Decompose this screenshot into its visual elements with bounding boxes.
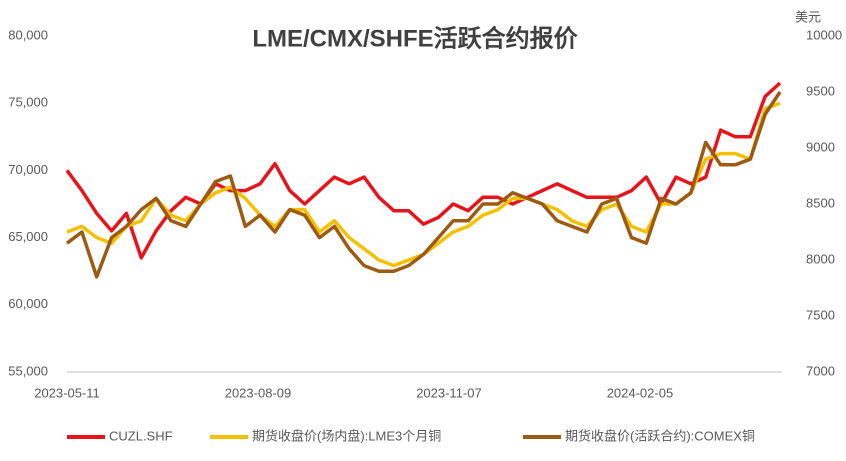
y2-axis-label: 美元: [795, 9, 821, 24]
y-tick-label: 80,000: [8, 27, 48, 42]
series-line: [65, 81, 782, 260]
y2-tick-label: 8500: [806, 195, 835, 210]
y2-tick-label: 7000: [806, 363, 835, 378]
legend-label: 期货收盘价(场内盘):LME3个月铜: [252, 428, 441, 443]
y2-tick-label: 8000: [806, 251, 835, 266]
x-tick-label: 2023-05-11: [34, 385, 100, 400]
y2-tick-label: 10000: [806, 27, 842, 42]
legend-label: 期货收盘价(活跃合约):COMEX铜: [565, 428, 755, 443]
x-tick-label: 2024-02-05: [607, 385, 674, 400]
y-tick-label: 55,000: [8, 363, 48, 378]
chart-title: LME/CMX/SHFE活跃合约报价: [252, 24, 578, 52]
y2-tick-label: 9500: [806, 83, 835, 98]
y2-tick-label: 7500: [806, 307, 835, 322]
series-line: [65, 91, 782, 279]
x-tick-label: 2023-11-07: [416, 385, 482, 400]
x-tick-label: 2023-08-09: [225, 385, 292, 400]
y-tick-label: 75,000: [8, 95, 48, 110]
y-tick-label: 65,000: [8, 229, 48, 244]
legend-label: CUZL.SHF: [109, 428, 173, 443]
y-tick-label: 70,000: [8, 162, 48, 177]
y-tick-label: 60,000: [8, 296, 48, 311]
y2-tick-label: 9000: [806, 139, 835, 154]
